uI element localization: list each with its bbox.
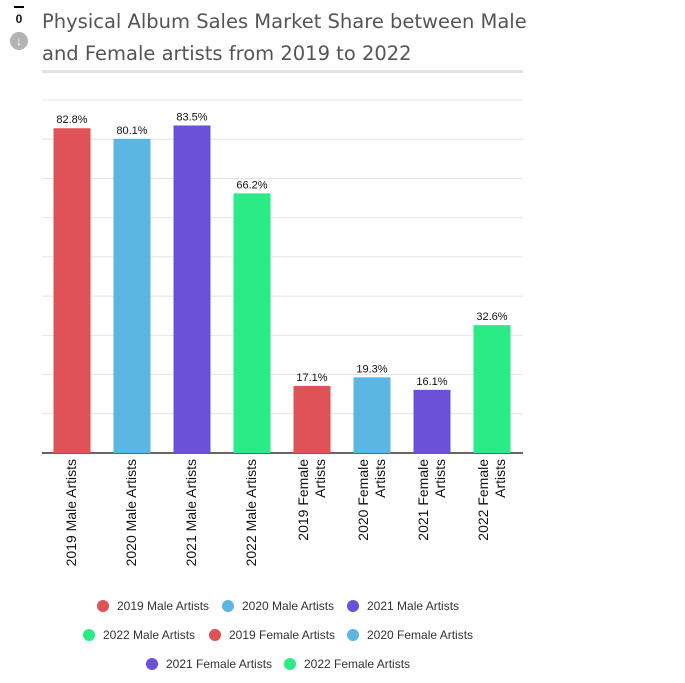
legend-marker-6 [347,629,359,641]
legend-marker-2 [222,600,234,612]
data-label-6: 19.3% [356,363,387,375]
legend-marker-5 [209,629,221,641]
legend-label-7: 2021 Female Artists [166,657,272,671]
legend-marker-8 [284,658,296,670]
arrow-down-circle-icon[interactable]: ↓ [10,32,28,50]
legend-marker-3 [347,600,359,612]
legend-marker-7 [146,658,158,670]
data-label-5: 17.1% [296,372,327,384]
bar-1 [53,128,91,454]
bar-5 [293,385,331,453]
legend-label-3: 2021 Male Artists [367,599,459,613]
bar-3 [173,125,211,453]
legend-label-5: 2019 Female Artists [229,628,335,642]
legend-label-6: 2020 Female Artists [367,628,473,642]
x-tick-label-1: 2019 Male Artists [63,459,79,566]
legend-marker-1 [97,600,109,612]
chart-title: Physical Album Sales Market Share betwee… [42,10,527,65]
data-label-7: 16.1% [416,376,447,388]
x-tick-label-2: 2020 Male Artists [123,459,139,566]
x-tick-label-8: 2022 FemaleArtists [475,459,508,541]
x-tick-label-6: 2020 FemaleArtists [355,459,388,541]
legend-label-4: 2022 Male Artists [103,628,195,642]
data-label-3: 83.5% [176,111,207,123]
legend-label-1: 2019 Male Artists [117,599,209,613]
data-label-1: 82.8% [56,114,87,126]
bar-8 [473,325,511,453]
data-label-4: 66.2% [236,179,267,191]
upvote-icon[interactable] [14,6,24,8]
data-label-8: 32.6% [476,311,507,323]
data-label-2: 80.1% [116,125,147,137]
vote-widget: 0 ↓ [8,6,30,50]
vote-count: 0 [15,12,23,26]
bar-6 [353,377,391,453]
bar-4 [233,193,271,454]
legend-marker-4 [83,629,95,641]
bar-7 [413,389,451,453]
x-tick-label-7: 2021 FemaleArtists [415,459,448,541]
bar-2 [113,138,151,453]
title-divider [42,70,523,73]
legend-label-8: 2022 Female Artists [304,657,410,671]
x-tick-label-4: 2022 Male Artists [243,459,259,566]
legend-label-2: 2020 Male Artists [242,599,334,613]
x-tick-label-5: 2019 FemaleArtists [295,459,328,541]
x-tick-label-3: 2021 Male Artists [183,459,199,566]
